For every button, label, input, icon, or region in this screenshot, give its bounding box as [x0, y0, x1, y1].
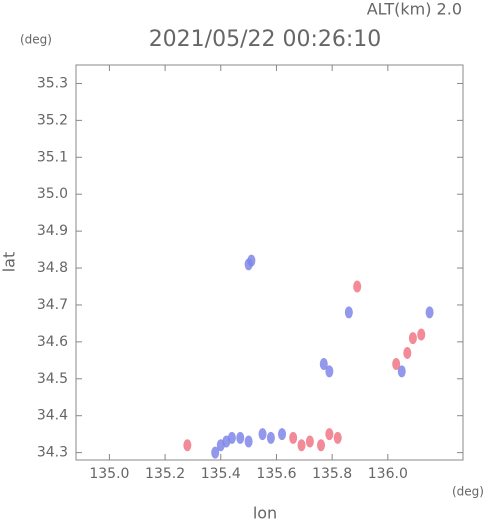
echo-point	[236, 431, 245, 444]
y-tick-label: 35.3	[37, 75, 68, 91]
echo-point	[392, 358, 401, 371]
echo-point	[317, 439, 326, 452]
y-unit: (deg)	[20, 33, 52, 47]
echo-point	[397, 365, 406, 378]
y-tick-label: 34.6	[37, 334, 68, 350]
echo-point	[344, 306, 353, 319]
echo-point	[289, 431, 298, 444]
y-tick-label: 34.3	[37, 445, 68, 461]
y-tick-label: 34.7	[37, 297, 68, 313]
echo-point	[266, 431, 275, 444]
y-axis-label: lat	[0, 252, 19, 273]
echo-point	[408, 332, 417, 345]
echo-point	[244, 435, 253, 448]
echo-point	[325, 365, 334, 378]
x-unit: (deg)	[452, 485, 484, 499]
y-tick-label: 34.5	[37, 371, 68, 387]
y-tick-label: 34.9	[37, 223, 68, 239]
echo-point	[417, 328, 426, 341]
x-tick-label: 136.0	[368, 466, 408, 482]
x-tick-label: 135.2	[145, 466, 185, 482]
x-tick-label: 135.8	[312, 466, 352, 482]
echo-point	[258, 428, 267, 441]
echo-point	[297, 439, 306, 452]
echo-point	[183, 439, 192, 452]
x-tick-label: 135.4	[201, 466, 241, 482]
echo-point	[353, 280, 362, 293]
x-tick-label: 135.0	[89, 466, 129, 482]
echo-point	[425, 306, 434, 319]
echo-point	[305, 435, 314, 448]
echo-point	[403, 346, 412, 359]
echo-point	[278, 428, 287, 441]
echo-point	[319, 358, 328, 371]
subtitle: ALT(km) 2.0	[367, 0, 462, 19]
y-tick-label: 35.1	[37, 149, 68, 165]
x-tick-label: 135.6	[256, 466, 296, 482]
echo-point	[244, 258, 253, 271]
chart-title: 2021/05/22 00:26:10	[149, 27, 382, 52]
echo-point	[211, 446, 220, 459]
y-tick-label: 34.4	[37, 408, 68, 424]
plot-frame	[75, 64, 464, 461]
echo-point	[325, 428, 334, 441]
echo-point	[216, 439, 225, 452]
y-tick-label: 35.0	[37, 186, 68, 202]
echo-point	[333, 431, 342, 444]
x-axis-label: lon	[253, 504, 277, 522]
y-tick-label: 34.8	[37, 260, 68, 276]
y-tick-label: 35.2	[37, 112, 68, 128]
